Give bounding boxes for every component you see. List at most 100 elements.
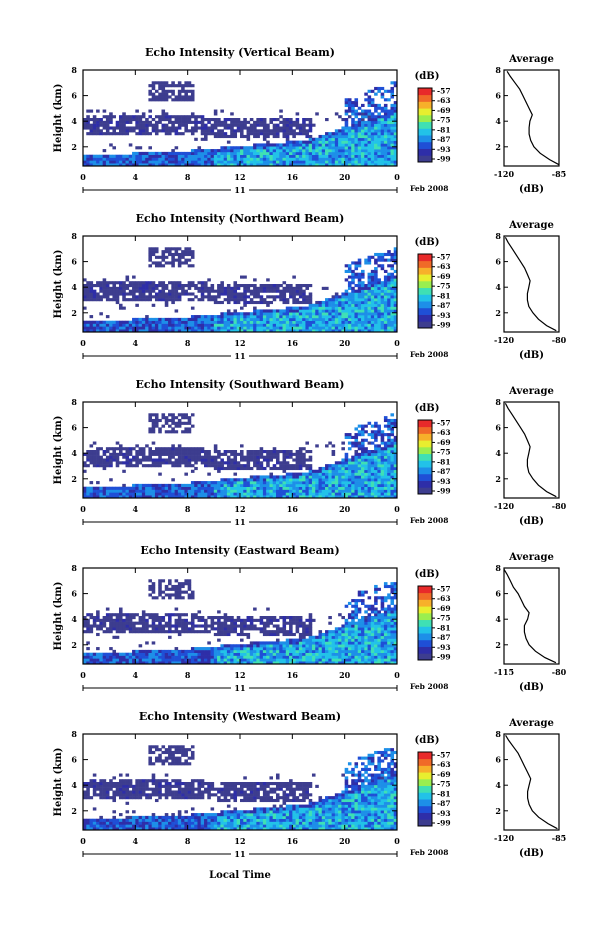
heatmap-cell xyxy=(325,464,329,468)
heatmap-cell xyxy=(367,284,372,288)
heatmap-cell xyxy=(194,137,198,141)
heatmap-cell xyxy=(311,151,316,155)
heatmap-cell xyxy=(207,458,211,462)
heatmap-cell xyxy=(138,295,143,299)
heatmap-cell xyxy=(351,151,355,155)
heatmap-cell xyxy=(253,292,257,296)
heatmap-cell xyxy=(256,466,260,471)
heatmap-cell xyxy=(390,649,395,653)
heatmap-cell xyxy=(334,132,339,136)
heatmap-cell xyxy=(145,281,149,285)
heatmap-cell xyxy=(315,146,319,150)
heatmap-cell xyxy=(213,481,218,485)
heatmap-cell xyxy=(177,123,182,127)
heatmap-cell xyxy=(387,286,391,290)
heatmap-cell xyxy=(158,661,162,665)
heatmap-cell xyxy=(285,286,290,290)
heatmap-cell xyxy=(122,129,126,133)
heatmap-cell xyxy=(377,163,381,167)
heatmap-cell xyxy=(370,455,375,459)
heatmap-cell xyxy=(387,112,391,116)
heatmap-cell xyxy=(220,134,224,139)
heatmap-cell xyxy=(102,160,107,164)
heatmap-cell xyxy=(200,495,205,499)
heatmap-cell xyxy=(181,413,185,417)
avg-y-tick-label: 8 xyxy=(495,231,501,241)
heatmap-cell xyxy=(105,286,110,290)
heatmap-cell xyxy=(83,320,87,324)
heatmap-cell xyxy=(279,315,283,319)
heatmap-cell xyxy=(174,447,179,451)
heatmap-cell xyxy=(383,478,388,482)
heatmap-cell xyxy=(325,143,329,147)
heatmap-cell xyxy=(282,649,287,653)
heatmap-cell xyxy=(282,289,287,293)
heatmap-cell xyxy=(380,255,385,259)
colorbar-swatch xyxy=(418,307,432,315)
heatmap-cell xyxy=(377,464,381,468)
heatmap-cell xyxy=(285,486,290,490)
heatmap-cell xyxy=(305,163,309,167)
heatmap-cell xyxy=(289,306,293,310)
heatmap-cell xyxy=(393,298,398,302)
heatmap-cell xyxy=(321,151,326,155)
colorbar-swatch xyxy=(418,480,432,488)
heatmap-cell xyxy=(217,134,221,139)
heatmap-cell xyxy=(89,154,94,158)
heatmap-cell xyxy=(210,129,215,133)
heatmap-cell xyxy=(187,163,192,167)
heatmap-cell xyxy=(302,157,306,161)
heatmap-cell xyxy=(393,475,398,479)
heatmap-cell xyxy=(377,455,381,459)
heatmap-cell xyxy=(266,661,270,665)
x-tick-label: 20 xyxy=(339,338,351,348)
heatmap-cell xyxy=(194,495,198,499)
heatmap-cell xyxy=(125,447,130,451)
heatmap-cell xyxy=(154,157,159,161)
heatmap-cell xyxy=(393,495,398,499)
heatmap-cell xyxy=(161,81,166,85)
heatmap-cell xyxy=(164,151,169,155)
heatmap-cell xyxy=(279,292,283,296)
heatmap-cell xyxy=(236,481,241,485)
heatmap-cell xyxy=(390,438,395,442)
heatmap-cell xyxy=(311,149,316,153)
heatmap-cell xyxy=(308,129,313,133)
heatmap-cell xyxy=(204,129,208,133)
heatmap-cell xyxy=(315,486,319,490)
heatmap-cell xyxy=(282,469,287,473)
heatmap-cell xyxy=(190,413,195,417)
heatmap-cell xyxy=(318,472,323,476)
heatmap-cell xyxy=(204,450,208,454)
heatmap-cell xyxy=(184,126,188,130)
heatmap-cell xyxy=(220,495,224,499)
heatmap-cell xyxy=(210,163,215,167)
heatmap-cell xyxy=(361,309,365,313)
heatmap-cell xyxy=(354,154,359,158)
heatmap-cell xyxy=(223,154,228,158)
heatmap-cell xyxy=(168,461,172,465)
heatmap-cell xyxy=(109,455,113,459)
heatmap-cell xyxy=(138,286,143,290)
heatmap-cell xyxy=(374,137,378,141)
heatmap-cell xyxy=(171,252,175,257)
heatmap-cell xyxy=(148,286,152,290)
x-tick-label: 0 xyxy=(80,504,86,514)
heatmap-cell xyxy=(367,101,372,105)
heatmap-cell xyxy=(295,298,300,302)
heatmap-cell xyxy=(243,492,247,496)
heatmap-cell xyxy=(243,286,247,290)
heatmap-cell xyxy=(272,652,277,656)
heatmap-cell xyxy=(217,483,221,487)
heatmap-cell xyxy=(383,466,388,471)
colorbar-tick-label: -81 xyxy=(437,457,451,466)
heatmap-cell xyxy=(374,435,378,439)
x-tick-label: 0 xyxy=(80,338,86,348)
heatmap-cell xyxy=(390,472,395,476)
heatmap-cell xyxy=(230,315,234,319)
heatmap-cell xyxy=(102,450,107,454)
heatmap-cell xyxy=(364,658,368,662)
heatmap-cell xyxy=(154,284,159,288)
heatmap-cell xyxy=(262,450,267,454)
heatmap-cell xyxy=(168,317,172,321)
